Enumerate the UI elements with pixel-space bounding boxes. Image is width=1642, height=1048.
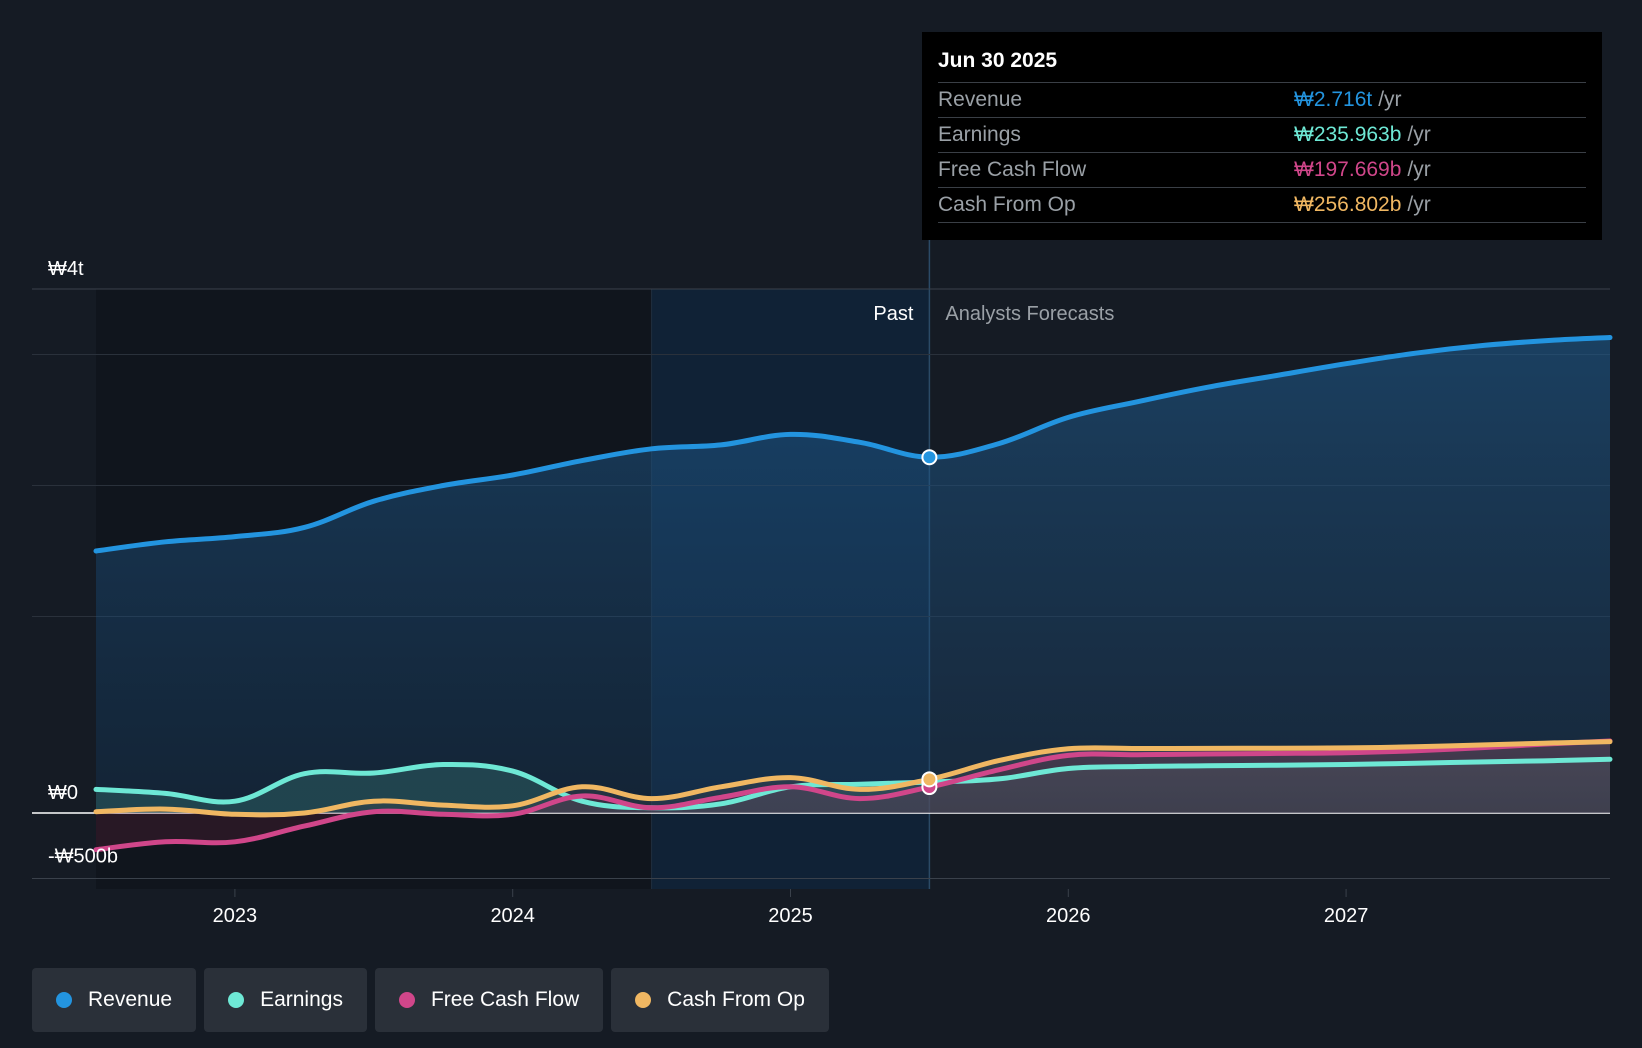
legend-label: Free Cash Flow	[430, 988, 580, 1011]
tooltip-label: Free Cash Flow	[938, 158, 1087, 181]
tooltip-row-fcf: Free Cash Flow ₩197.669b/yr	[938, 153, 1586, 188]
legend-dot-icon	[228, 992, 245, 1008]
legend-label: Revenue	[88, 988, 173, 1011]
x-tick-label: 2023	[213, 905, 258, 927]
tooltip-panel: Jun 30 2025 Revenue ₩2.716t/yr Earnings …	[922, 32, 1602, 240]
legend-item-cfo[interactable]: Cash From Op	[611, 968, 829, 1032]
series-lines	[93, 335, 1613, 853]
series-line-revenue	[93, 335, 1613, 554]
y-tick-label: ₩0	[48, 782, 78, 804]
tooltip-row-earnings: Earnings ₩235.963b/yr	[938, 118, 1586, 153]
legend-item-earnings[interactable]: Earnings	[204, 968, 367, 1032]
chart-legend: Revenue Earnings Free Cash Flow Cash Fro…	[32, 968, 829, 1032]
tooltip-value: ₩197.669b/yr	[1294, 158, 1431, 181]
legend-dot-icon	[398, 992, 415, 1008]
tooltip-row-cfo: Cash From Op ₩256.802b/yr	[938, 188, 1586, 223]
tooltip-value: ₩256.802b/yr	[1294, 193, 1431, 216]
cfo-area	[96, 741, 1610, 815]
series-line-earnings	[93, 756, 1613, 811]
marker-cfo	[921, 771, 938, 788]
series-line-fcf	[93, 738, 1613, 853]
axis-labels: ₩4t ₩0 -₩500b 2023 2024 2025 2026 2027 Past Analy…	[48, 258, 1368, 927]
legend-dot-icon	[56, 992, 72, 1008]
tooltip-value: ₩2.716t/yr	[1294, 88, 1402, 111]
fcf-area	[96, 741, 1610, 850]
tooltip-label: Earnings	[938, 123, 1021, 146]
marker-revenue	[921, 449, 938, 466]
hover-markers	[921, 449, 938, 796]
legend-label: Cash From Op	[667, 988, 805, 1011]
tooltip-date: Jun 30 2025	[938, 46, 1586, 83]
x-tick-label: 2024	[490, 905, 535, 927]
tooltip-label: Revenue	[938, 88, 1023, 111]
series-line-cfo	[93, 739, 1613, 818]
revenue-area	[96, 337, 1610, 813]
past-label: Past	[873, 303, 913, 325]
tooltip-value: ₩235.963b/yr	[1294, 123, 1431, 146]
x-tick-label: 2026	[1046, 905, 1091, 927]
legend-item-fcf[interactable]: Free Cash Flow	[374, 968, 604, 1032]
forecast-label: Analysts Forecasts	[945, 303, 1114, 325]
x-tick-label: 2027	[1324, 905, 1369, 927]
x-tick-label: 2025	[768, 905, 813, 927]
y-tick-label: -₩500b	[48, 846, 118, 868]
legend-dot-icon	[635, 992, 652, 1008]
legend-item-revenue[interactable]: Revenue	[32, 968, 197, 1032]
legend-label: Earnings	[260, 988, 343, 1011]
tooltip-row-revenue: Revenue ₩2.716t/yr	[938, 83, 1586, 118]
tooltip-label: Cash From Op	[938, 193, 1076, 216]
y-tick-label: ₩4t	[48, 258, 84, 280]
